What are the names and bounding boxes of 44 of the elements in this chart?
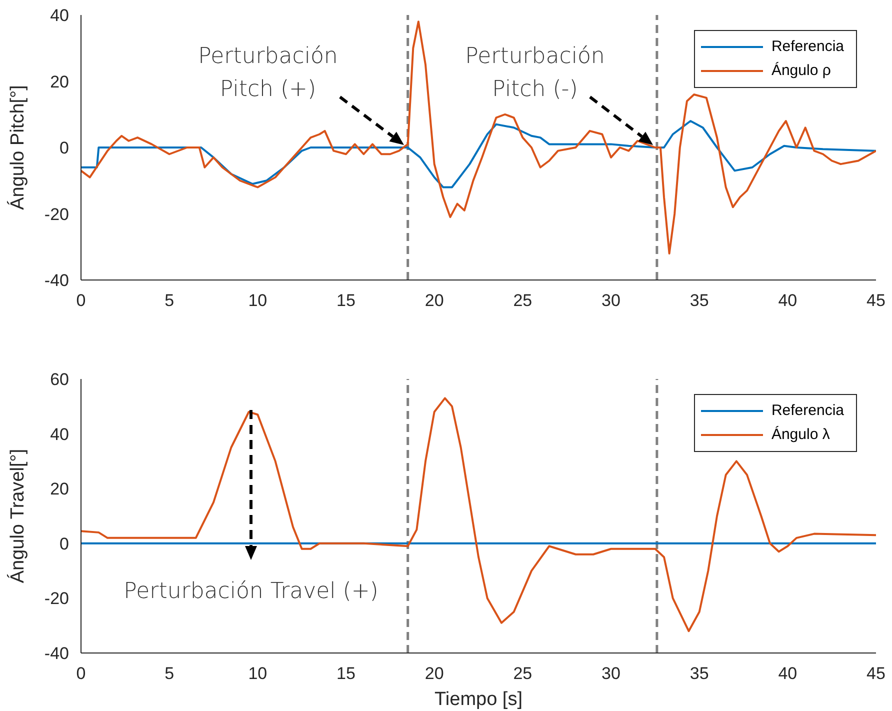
line-series (81, 120, 876, 188)
annotation: Perturbación Travel (+) (124, 579, 378, 604)
x-tick-label: 20 (424, 291, 444, 310)
y-tick-label: -20 (44, 204, 69, 224)
annotation: Perturbación Pitch (+) (198, 44, 338, 102)
x-tick-label: 15 (336, 664, 356, 684)
x-tick-label: 0 (76, 291, 86, 310)
x-tick-label: 25 (513, 664, 532, 684)
y-axis-title: Ángulo Pitch[°] (6, 85, 29, 210)
y-tick-label: -40 (44, 644, 69, 664)
x-tick-label: 30 (602, 291, 620, 310)
legend-label: Ángulo λ (771, 425, 830, 445)
line-series (81, 20, 876, 254)
legend-label: Referencia (771, 37, 844, 57)
x-tick-label: 40 (778, 291, 798, 310)
legend-label: Ángulo ρ (771, 61, 831, 81)
x-tick-label: 25 (513, 291, 532, 310)
x-axis-title: Tiempo [s] (434, 689, 522, 710)
x-tick-label: 35 (690, 664, 709, 684)
x-tick-label: 15 (336, 291, 356, 310)
y-tick-label: -40 (44, 271, 69, 290)
x-tick-label: 35 (690, 291, 709, 310)
y-tick-label: 0 (60, 138, 69, 158)
x-tick-label: 45 (866, 291, 886, 310)
y-tick-label: 20 (50, 72, 69, 92)
y-tick-label: 20 (50, 480, 69, 499)
x-tick-label: 0 (76, 664, 86, 684)
x-tick-label: 10 (248, 291, 268, 310)
y-tick-label: 40 (50, 6, 69, 26)
y-axis-title: Ángulo Travel[°] (6, 448, 29, 584)
y-tick-label: 40 (50, 424, 69, 444)
y-tick-label: 0 (60, 534, 69, 554)
y-tick-label: -20 (44, 589, 69, 608)
legend-label: Referencia (771, 401, 844, 421)
x-tick-label: 40 (778, 664, 798, 684)
x-tick-label: 5 (164, 291, 174, 310)
x-tick-label: 5 (164, 664, 174, 684)
y-tick-label: 60 (50, 370, 69, 390)
annotation: Perturbación Pitch (-) (465, 44, 605, 102)
x-tick-label: 30 (602, 664, 620, 684)
x-tick-label: 45 (866, 664, 886, 684)
line-series (81, 397, 876, 632)
x-tick-label: 10 (248, 664, 268, 684)
x-tick-label: 20 (424, 664, 444, 684)
